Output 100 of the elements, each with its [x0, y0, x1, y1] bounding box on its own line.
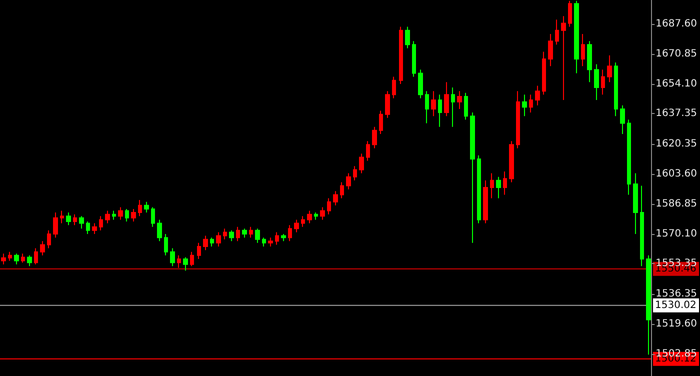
candlestick [535, 85, 540, 106]
candlestick [470, 112, 475, 244]
candlestick [451, 87, 455, 128]
candlestick [8, 251, 12, 262]
candlestick [40, 240, 45, 256]
candlestick [190, 251, 194, 267]
candlestick [627, 119, 631, 196]
candlestick [14, 253, 19, 265]
ref-line-label: 1530.02 [655, 300, 696, 311]
candlestick [92, 222, 97, 234]
candlestick [138, 200, 142, 217]
candlestick [522, 94, 527, 117]
candlestick [327, 198, 331, 215]
candlestick [99, 216, 103, 231]
candlestick [477, 154, 481, 224]
candlestick [320, 206, 325, 220]
candlestick [516, 90, 520, 149]
candlestick [242, 228, 247, 238]
candlestick [620, 104, 625, 134]
candlestick [483, 180, 488, 224]
candlestick [359, 153, 364, 174]
candlestick [561, 16, 566, 101]
y-tick-label: 1586.85 [656, 198, 698, 210]
candlestick [210, 237, 214, 247]
candlestick [633, 172, 638, 234]
candlestick [197, 242, 201, 260]
candlestick [607, 54, 612, 83]
candlestick [288, 224, 292, 242]
candlestick [223, 228, 227, 240]
candlestick [574, 0, 579, 74]
candlestick [555, 19, 559, 46]
candlestick [333, 190, 338, 206]
candlestick [112, 210, 116, 220]
candlestick [294, 219, 299, 233]
candlestick [177, 254, 181, 268]
candlestick [105, 210, 110, 224]
candlestick [503, 170, 507, 196]
candlestick [236, 226, 240, 242]
candlestick [372, 126, 377, 149]
candlestick [164, 233, 168, 256]
candlestick [301, 216, 305, 228]
candlestick [405, 26, 410, 49]
candlestick [203, 235, 208, 251]
y-tick-label: 1536.35 [656, 288, 698, 300]
candlestick [249, 226, 253, 238]
candlestick [392, 76, 396, 99]
candlestick [86, 220, 90, 234]
candlestick [529, 94, 533, 114]
y-tick-label: 1519.60 [656, 318, 698, 330]
candlestick [496, 176, 501, 199]
candlestick [601, 69, 605, 96]
y-tick-label: 1670.85 [656, 48, 698, 60]
candlestick [490, 172, 494, 199]
candlestick [118, 206, 123, 220]
candlestick [587, 40, 592, 83]
candlestick [412, 40, 416, 78]
candlestick [548, 33, 553, 67]
candlestick [353, 166, 357, 181]
y-tick-label: 1620.35 [656, 138, 698, 150]
candlestick [79, 216, 84, 230]
candlestick [131, 208, 136, 222]
candlestick [281, 233, 286, 242]
candlestick [346, 172, 351, 190]
candlestick [614, 62, 618, 117]
candlestick [21, 253, 25, 264]
candlestick [216, 232, 221, 247]
y-tick-label: 1687.60 [656, 18, 698, 30]
candlestick [262, 237, 266, 247]
candlestick [444, 82, 449, 117]
candlestick [366, 140, 370, 162]
y-tick-label: 1570.10 [656, 228, 698, 240]
candlestick [314, 212, 318, 220]
candlestick [438, 94, 442, 128]
candlestick [157, 219, 162, 242]
y-tick-label: 1637.35 [656, 108, 698, 120]
candlestick [594, 64, 599, 101]
candlestick [144, 201, 149, 214]
candlestick [34, 248, 38, 265]
candlestick [27, 254, 32, 267]
candlestick [509, 140, 514, 183]
y-tick-label: 1603.60 [656, 168, 698, 180]
candlestick [73, 214, 77, 226]
candlestick [568, 0, 572, 28]
candlestick [183, 256, 188, 272]
candlestick [425, 90, 429, 124]
candlestick [1, 253, 6, 265]
candlestick [418, 69, 423, 99]
candlestick [66, 212, 71, 226]
candlestick [268, 237, 273, 247]
candlestick [646, 254, 651, 356]
candlestick [275, 232, 279, 246]
candlestick [151, 206, 155, 228]
candlestick [385, 90, 390, 118]
candlestick [542, 51, 546, 96]
candlestick [255, 228, 260, 244]
candlestick [307, 210, 312, 224]
candlestick [170, 248, 175, 267]
candlestick [229, 230, 234, 242]
candlestick [399, 26, 403, 84]
candlestick [431, 90, 436, 117]
